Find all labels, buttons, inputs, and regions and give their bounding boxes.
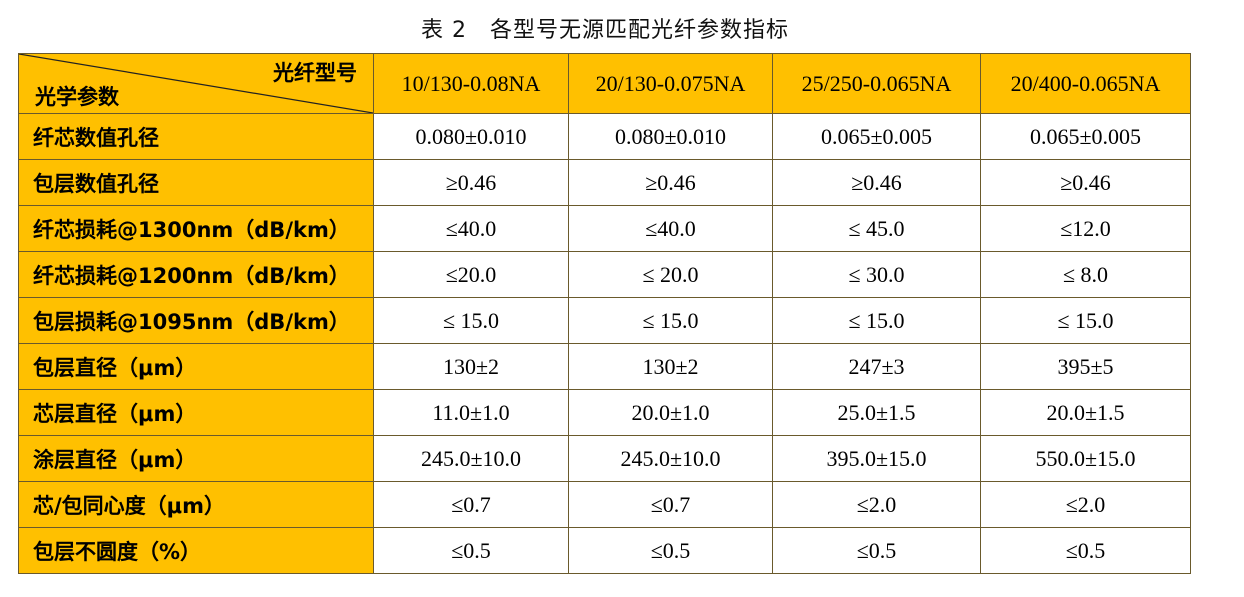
parameter-value: ≤ 15.0 <box>568 297 773 344</box>
table-row: 芯/包同心度（μm） ≤0.7 ≤0.7 ≤2.0 ≤2.0 <box>18 481 1191 528</box>
parameter-value: ≤ 15.0 <box>373 297 569 344</box>
parameter-label: 包层不圆度（%） <box>18 527 374 574</box>
parameter-value: ≥0.46 <box>772 159 981 206</box>
parameter-label: 纤芯数值孔径 <box>18 113 374 160</box>
parameter-value: ≤0.5 <box>568 527 773 574</box>
parameter-value: 130±2 <box>568 343 773 390</box>
parameter-value: ≥0.46 <box>568 159 773 206</box>
parameter-value: 25.0±1.5 <box>772 389 981 436</box>
table-row: 包层不圆度（%） ≤0.5 ≤0.5 ≤0.5 ≤0.5 <box>18 527 1191 574</box>
parameter-value: ≤2.0 <box>980 481 1191 528</box>
model-header-2: 20/130-0.075NA <box>568 53 773 114</box>
parameter-value: ≤0.7 <box>568 481 773 528</box>
diagonal-divider-line <box>19 54 373 113</box>
table-row: 包层数值孔径 ≥0.46 ≥0.46 ≥0.46 ≥0.46 <box>18 159 1191 206</box>
optical-parameter-heading: 光学参数 <box>35 85 119 109</box>
fiber-model-heading: 光纤型号 <box>273 61 357 85</box>
parameter-label: 芯层直径（μm） <box>18 389 374 436</box>
parameter-value: ≤20.0 <box>373 251 569 298</box>
parameter-label: 纤芯损耗@1200nm（dB/km） <box>18 251 374 298</box>
parameter-value: 247±3 <box>772 343 981 390</box>
header-row: 光纤型号 光学参数 10/130-0.08NA 20/130-0.075NA 2… <box>18 53 1191 114</box>
parameter-label: 纤芯损耗@1300nm（dB/km） <box>18 205 374 252</box>
parameter-value: ≤ 15.0 <box>980 297 1191 344</box>
parameter-value: ≤0.7 <box>373 481 569 528</box>
parameter-value: ≤0.5 <box>980 527 1191 574</box>
parameter-value: 245.0±10.0 <box>373 435 569 482</box>
parameter-value: ≤ 45.0 <box>772 205 981 252</box>
fiber-parameter-table: 光纤型号 光学参数 10/130-0.08NA 20/130-0.075NA 2… <box>18 53 1191 574</box>
table-row: 芯层直径（μm） 11.0±1.0 20.0±1.0 25.0±1.5 20.0±1.5 <box>18 389 1191 436</box>
parameter-value: 0.065±0.005 <box>772 113 981 160</box>
parameter-value: 395.0±15.0 <box>772 435 981 482</box>
table-row: 涂层直径（μm） 245.0±10.0 245.0±10.0 395.0±15.0 55… <box>18 435 1191 482</box>
parameter-value: ≥0.46 <box>980 159 1191 206</box>
parameter-label: 包层损耗@1095nm（dB/km） <box>18 297 374 344</box>
table-row: 纤芯数值孔径 0.080±0.010 0.080±0.010 0.065±0.005 0… <box>18 113 1191 160</box>
diagonal-header-cell: 光纤型号 光学参数 <box>18 53 374 114</box>
parameter-value: 11.0±1.0 <box>373 389 569 436</box>
parameter-value: 0.080±0.010 <box>373 113 569 160</box>
parameter-value: 130±2 <box>373 343 569 390</box>
table-row: 纤芯损耗@1200nm（dB/km） ≤20.0 ≤ 20.0 ≤ 30.0 ≤ 8.0 <box>18 251 1191 298</box>
parameter-value: ≤12.0 <box>980 205 1191 252</box>
parameter-value: ≤ 15.0 <box>772 297 981 344</box>
table-row: 包层直径（μm） 130±2 130±2 247±3 395±5 <box>18 343 1191 390</box>
parameter-value: ≤ 20.0 <box>568 251 773 298</box>
parameter-value: ≥0.46 <box>373 159 569 206</box>
model-header-4: 20/400-0.065NA <box>980 53 1191 114</box>
parameter-value: 20.0±1.0 <box>568 389 773 436</box>
parameter-value: 0.080±0.010 <box>568 113 773 160</box>
model-header-1: 10/130-0.08NA <box>373 53 569 114</box>
parameter-value: ≤ 30.0 <box>772 251 981 298</box>
parameter-value: ≤ 8.0 <box>980 251 1191 298</box>
model-header-3: 25/250-0.065NA <box>772 53 981 114</box>
table-row: 包层损耗@1095nm（dB/km） ≤ 15.0 ≤ 15.0 ≤ 15.0 ≤ 15… <box>18 297 1191 344</box>
parameter-value: 550.0±15.0 <box>980 435 1191 482</box>
table-caption: 表 2 各型号无源匹配光纤参数指标 <box>421 18 789 43</box>
parameter-label: 涂层直径（μm） <box>18 435 374 482</box>
parameter-value: ≤0.5 <box>772 527 981 574</box>
parameter-value: 20.0±1.5 <box>980 389 1191 436</box>
parameter-value: ≤40.0 <box>373 205 569 252</box>
parameter-label: 包层数值孔径 <box>18 159 374 206</box>
parameter-value: 245.0±10.0 <box>568 435 773 482</box>
parameter-value: ≤0.5 <box>373 527 569 574</box>
parameter-value: 0.065±0.005 <box>980 113 1191 160</box>
parameter-value: 395±5 <box>980 343 1191 390</box>
parameter-label: 包层直径（μm） <box>18 343 374 390</box>
table-row: 纤芯损耗@1300nm（dB/km） ≤40.0 ≤40.0 ≤ 45.0 ≤12.0 <box>18 205 1191 252</box>
parameter-label: 芯/包同心度（μm） <box>18 481 374 528</box>
parameter-value: ≤40.0 <box>568 205 773 252</box>
parameter-value: ≤2.0 <box>772 481 981 528</box>
